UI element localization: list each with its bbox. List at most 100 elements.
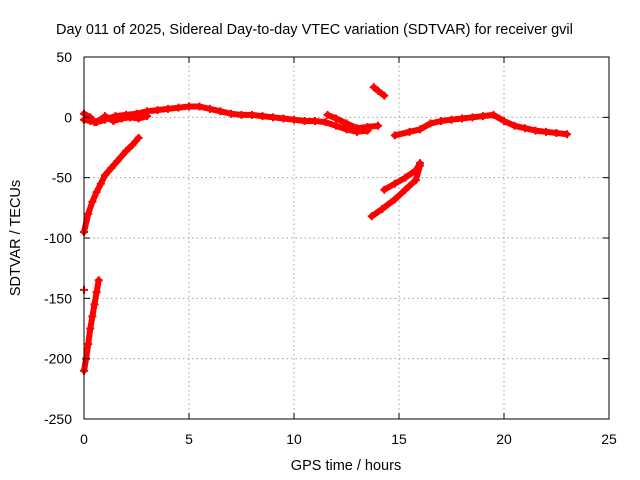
data-point-marker (390, 195, 399, 204)
data-point-marker (90, 300, 99, 309)
data-point-marker (227, 109, 235, 118)
x-tick-label: 0 (80, 431, 88, 447)
data-point-marker (84, 209, 93, 218)
data-point-marker (109, 116, 118, 125)
x-axis-label: GPS time / hours (291, 458, 401, 474)
data-point-marker (88, 197, 97, 206)
data-point-marker (378, 205, 387, 214)
y-tick-labels: 50 0 -50 -100 -150 -200 -250 (44, 49, 72, 427)
data-point-marker (323, 110, 332, 119)
data-point-marker (269, 113, 277, 122)
data-point-marker (122, 147, 130, 156)
data-point-marker (468, 113, 477, 122)
data-point-marker (374, 121, 382, 130)
data-point-marker (258, 112, 267, 121)
axis-ticks (83, 56, 610, 420)
data-point-marker (411, 166, 420, 175)
x-tick-label: 10 (286, 431, 302, 447)
data-point-marker (237, 110, 246, 119)
series-spike (369, 83, 389, 100)
data-point-marker (332, 114, 340, 123)
series-mid-arc (323, 110, 382, 133)
data-point-marker (552, 129, 561, 138)
series-late-arc (390, 110, 571, 140)
y-tick-label: -50 (52, 170, 72, 186)
data-point-marker (380, 91, 389, 100)
x-tick-labels: 0 5 10 15 20 25 (80, 431, 617, 447)
data-point-marker (107, 164, 116, 173)
chart-title: Day 011 of 2025, Sidereal Day-to-day VTE… (56, 22, 573, 38)
series-low-arc (80, 276, 103, 375)
data-point-marker (563, 130, 571, 139)
data-point-marker (437, 116, 445, 125)
data-point-marker (101, 171, 109, 180)
data-point-marker (88, 312, 97, 321)
data-point-marker (126, 113, 135, 122)
data-point-marker (92, 288, 101, 297)
data-point-marker (143, 112, 151, 121)
data-point-marker (321, 118, 330, 127)
data-point-marker (86, 324, 95, 333)
data-point-marker (84, 340, 93, 349)
data-point-marker (164, 104, 172, 113)
series-trace (81, 134, 142, 235)
data-point-marker (117, 114, 126, 123)
data-point-marker (279, 114, 288, 123)
data-point-marker (510, 121, 519, 130)
data-point-marker (92, 188, 101, 197)
data-point-marker (374, 86, 382, 95)
data-point-marker (185, 102, 193, 111)
grid-lines (84, 57, 609, 419)
data-point-marker (380, 185, 389, 194)
data-point-marker (369, 83, 378, 92)
data-point-marker (489, 110, 498, 119)
data-point-marker (500, 116, 508, 125)
data-point-marker (290, 115, 298, 124)
data-point-marker (353, 124, 361, 133)
data-point-marker (401, 185, 410, 194)
data-point-marker (90, 118, 99, 127)
series-descent-arc-b (380, 159, 424, 194)
y-tick-label: -250 (44, 411, 72, 427)
data-point-marker (128, 141, 137, 150)
data-point-marker (248, 110, 256, 119)
data-point-marker (216, 107, 225, 116)
data-point-marker (426, 119, 435, 128)
y-tick-label: -150 (44, 290, 72, 306)
x-tick-label: 15 (391, 431, 407, 447)
data-point-marker (96, 179, 105, 188)
data-point-marker (542, 127, 550, 136)
data-point-marker (134, 114, 143, 123)
y-tick-label: -100 (44, 230, 72, 246)
data-point-marker (206, 104, 214, 113)
x-tick-label: 20 (496, 431, 512, 447)
data-point-marker (134, 133, 143, 142)
data-point-marker (521, 124, 529, 133)
data-point-marker (363, 122, 372, 131)
data-point-marker (300, 116, 309, 125)
series-trace (81, 110, 150, 126)
data-point-marker (458, 114, 466, 123)
data-point-marker (101, 112, 109, 121)
data-point-marker (342, 119, 351, 128)
data-point-marker (311, 116, 319, 125)
data-point-marker (195, 102, 204, 111)
data-point-marker (405, 127, 414, 136)
data-point-marker (447, 115, 456, 124)
data-point-marker (332, 121, 340, 130)
data-point-marker (113, 156, 122, 165)
data-point-marker (401, 173, 410, 182)
y-tick-label: 50 (56, 49, 72, 65)
y-tick-label: -200 (44, 351, 72, 367)
series-recovery-arc (80, 133, 143, 236)
x-tick-label: 5 (185, 431, 193, 447)
data-point-marker (416, 159, 424, 168)
data-point-marker (479, 112, 487, 121)
x-tick-label: 25 (601, 431, 617, 447)
data-point-marker (94, 276, 103, 285)
data-point-marker (411, 176, 420, 185)
y-tick-label: 0 (64, 109, 72, 125)
data-point-marker (416, 125, 424, 134)
data-point-marker (367, 212, 376, 221)
data-point-marker (153, 106, 162, 115)
